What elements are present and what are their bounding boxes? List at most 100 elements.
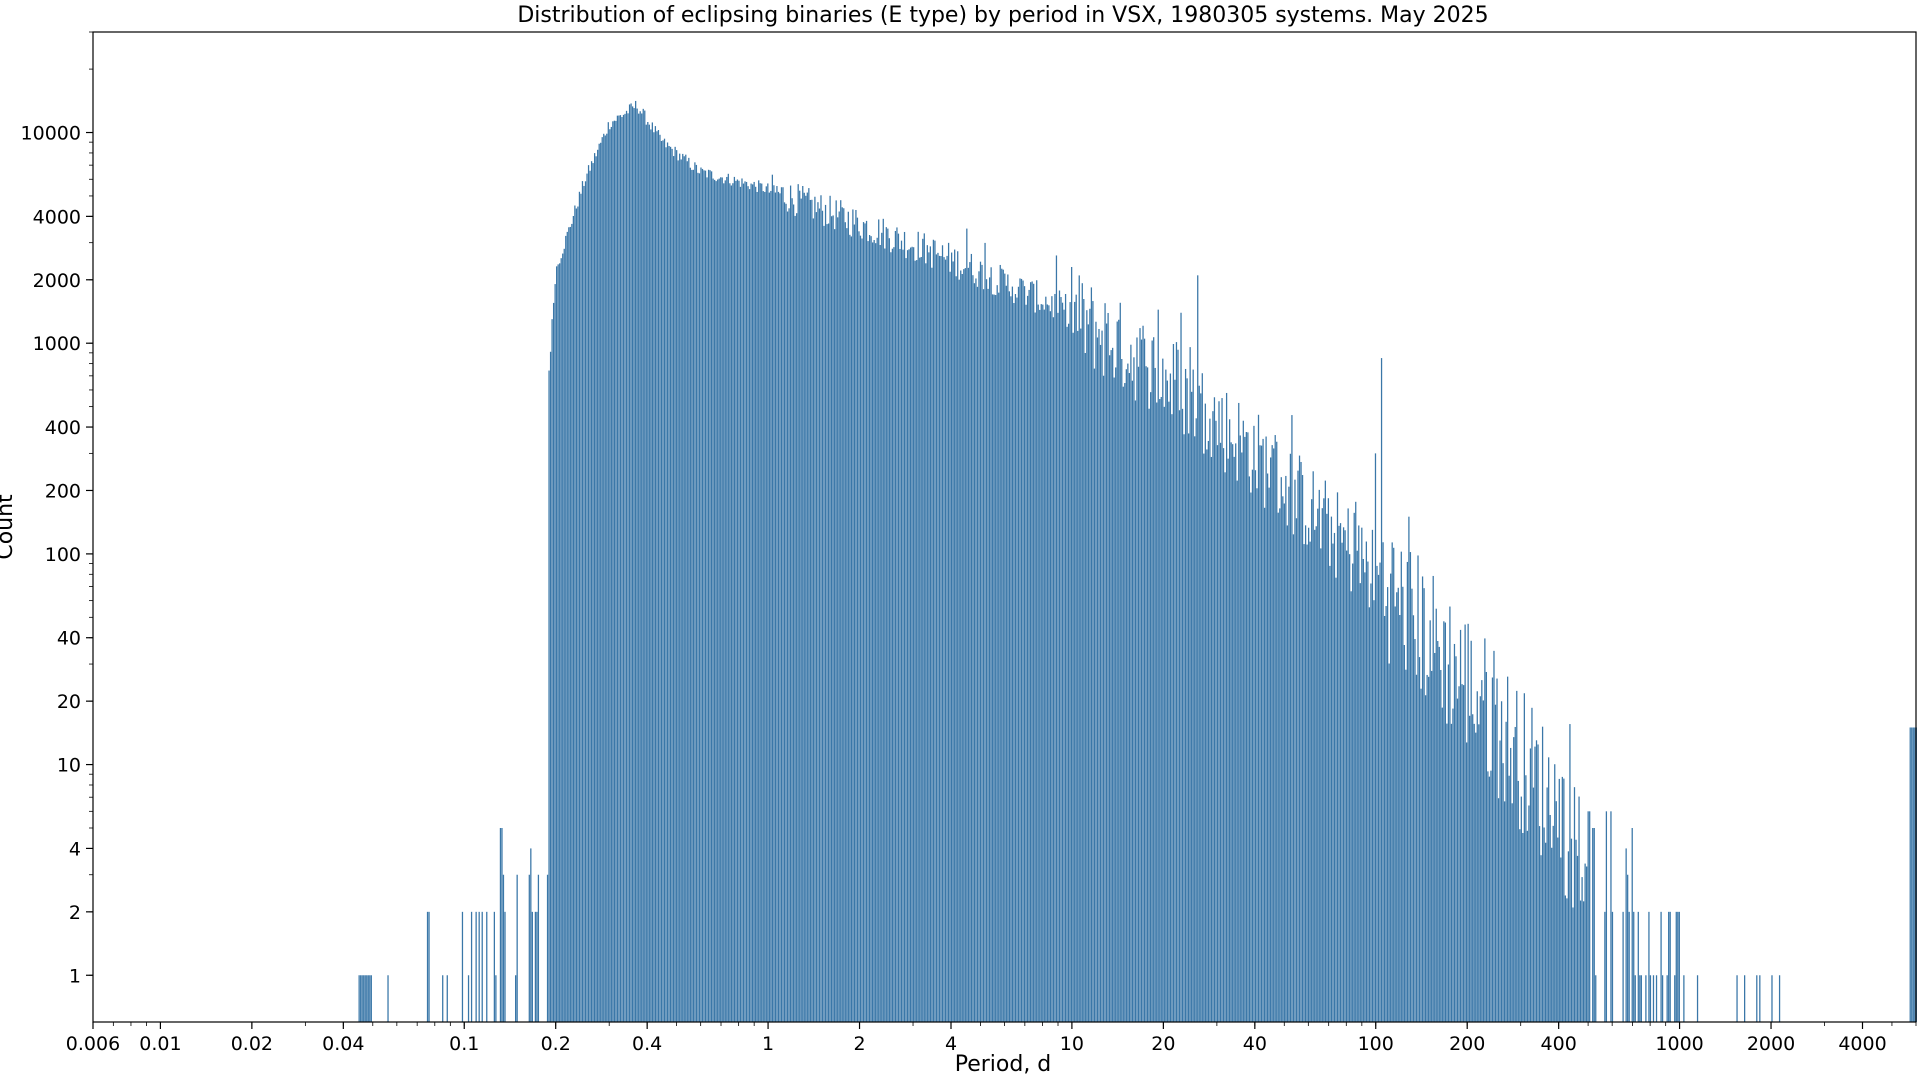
histogram-bar: [486, 911, 488, 1022]
histogram-bar: [858, 231, 860, 1022]
histogram-bar: [1544, 842, 1547, 1022]
histogram-bar: [1349, 554, 1351, 1022]
histogram-bar: [662, 140, 664, 1023]
histogram-bar: [666, 142, 669, 1023]
histogram-bar: [867, 241, 869, 1022]
histogram-bar: [1666, 975, 1668, 1022]
histogram-bar: [683, 156, 685, 1022]
histogram-bar: [911, 246, 913, 1022]
histogram-bar: [736, 179, 739, 1023]
histogram-bar: [1139, 328, 1141, 1023]
histogram-bar: [1036, 280, 1038, 1022]
histogram-bar: [1572, 907, 1574, 1022]
histogram-bar: [668, 146, 670, 1022]
histogram-bar: [811, 199, 813, 1023]
histogram-bar: [770, 190, 772, 1023]
histogram-bar: [808, 188, 810, 1023]
histogram-bar: [651, 122, 653, 1022]
histogram-bar: [802, 186, 804, 1022]
histogram-bar: [1031, 281, 1033, 1022]
histogram-bar: [1540, 855, 1542, 1022]
histogram-bar: [597, 149, 599, 1023]
histogram-bar: [1569, 724, 1571, 1022]
histogram-bar: [919, 257, 921, 1022]
histogram-bar: [1005, 285, 1007, 1023]
histogram-bar: [1534, 746, 1536, 1022]
histogram-bar: [1046, 304, 1048, 1023]
histogram-bar: [516, 874, 518, 1022]
histogram-bar: [1039, 309, 1041, 1022]
histogram-bar: [1367, 561, 1369, 1022]
histogram-bar: [1189, 347, 1191, 1022]
histogram-bar: [672, 156, 675, 1022]
histogram-bar: [894, 230, 897, 1023]
histogram-bar: [806, 192, 808, 1022]
histogram-bar: [1029, 282, 1032, 1022]
histogram-bar: [764, 191, 766, 1022]
histogram-bar: [1093, 368, 1096, 1023]
histogram-bar: [844, 222, 846, 1022]
histogram-bar: [1453, 643, 1456, 1022]
histogram-bar: [1315, 526, 1317, 1022]
histogram-bar: [1008, 291, 1010, 1022]
histogram-bar: [1192, 369, 1194, 1022]
histogram-bar: [1683, 975, 1685, 1022]
histogram-bar: [1449, 606, 1451, 1022]
histogram-bar: [929, 246, 931, 1022]
histogram-bar: [1314, 529, 1316, 1022]
histogram-bar: [1119, 302, 1121, 1022]
histogram-bar: [501, 828, 503, 1022]
histogram-bar: [598, 143, 600, 1023]
histogram-bar: [1058, 290, 1061, 1022]
histogram-bar: [1531, 707, 1533, 1022]
histogram-bar: [1130, 344, 1132, 1022]
histogram-bar: [698, 173, 701, 1022]
histogram-bar: [1187, 433, 1190, 1022]
histogram-bar: [1538, 826, 1541, 1022]
histogram-bar: [715, 181, 717, 1023]
histogram-bar: [1605, 811, 1608, 1022]
histogram-bar: [1452, 708, 1454, 1022]
histogram-bar: [1677, 911, 1679, 1022]
histogram-bar: [654, 126, 657, 1023]
histogram-bar: [1260, 445, 1263, 1023]
histogram-bar: [780, 187, 783, 1023]
histogram-bar: [973, 283, 976, 1022]
histogram-bar: [1575, 839, 1577, 1022]
histogram-bar: [732, 183, 734, 1022]
histogram-bar: [442, 975, 444, 1022]
histogram-bar: [742, 183, 745, 1023]
histogram-bar: [745, 181, 748, 1022]
x-tick-label: 2: [853, 1033, 865, 1055]
histogram-bar: [580, 193, 582, 1022]
histogram-bar: [568, 227, 570, 1022]
histogram-bar: [1023, 286, 1026, 1022]
histogram-bar: [369, 975, 371, 1022]
histogram-bar: [794, 215, 796, 1022]
histogram-bar: [1022, 280, 1024, 1022]
histogram-bar: [1306, 544, 1308, 1022]
histogram-bar: [1072, 332, 1074, 1022]
histogram-bar: [1546, 787, 1548, 1022]
histogram-bar: [1633, 911, 1635, 1022]
histogram-bar: [1133, 357, 1135, 1022]
histogram-bar: [755, 186, 757, 1022]
histogram-bar: [1434, 652, 1436, 1022]
histogram-bar: [1429, 620, 1431, 1022]
histogram-bar: [575, 208, 578, 1022]
histogram-bar: [789, 185, 792, 1022]
histogram-bar: [1206, 449, 1208, 1022]
histogram-bar: [1435, 608, 1437, 1022]
histogram-bar: [960, 270, 962, 1022]
histogram-bar: [768, 192, 770, 1022]
histogram-bar: [606, 133, 608, 1022]
histogram-bar: [1222, 448, 1225, 1022]
histogram-bar: [868, 235, 871, 1022]
histogram-bar: [671, 148, 673, 1022]
histogram-bar: [727, 173, 729, 1023]
histogram-bar: [1564, 895, 1567, 1022]
histogram-bar: [625, 110, 628, 1023]
histogram-bar: [1233, 456, 1235, 1022]
histogram-bar: [967, 267, 969, 1023]
histogram-bar: [797, 184, 799, 1022]
